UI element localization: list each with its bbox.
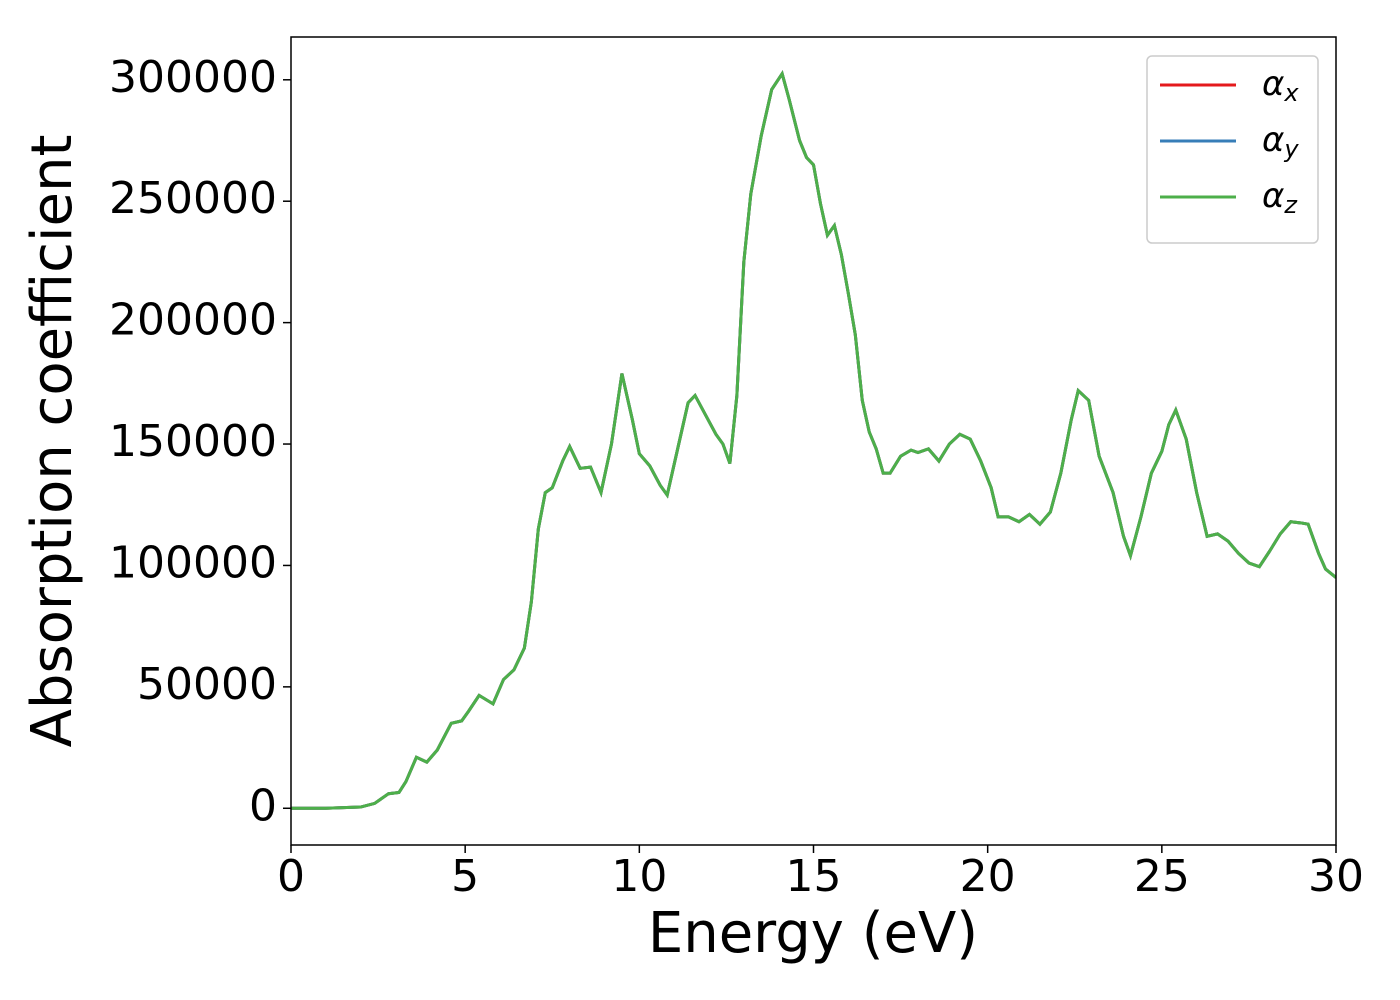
y-tick-label: 0 [249,780,277,831]
x-tick-label: 30 [1308,851,1364,902]
x-axis-label: Energy (eV) [648,901,978,966]
y-tick-label: 250000 [109,173,277,224]
y-tick-label: 200000 [109,295,277,346]
legend-label: αy [1262,120,1299,164]
series-line [291,70,1336,810]
y-tick-label: 300000 [109,52,277,103]
y-tick-label: 50000 [137,659,277,710]
legend-label: αz [1262,176,1298,220]
x-tick-label: 25 [1134,851,1190,902]
x-tick-label: 5 [451,851,479,902]
y-axis-label: Absorption coefficient [20,135,85,748]
x-tick-label: 0 [277,851,305,902]
x-tick-label: 10 [611,851,667,902]
y-tick-label: 150000 [109,416,277,467]
legend-label: αx [1262,64,1299,108]
plot-frame [290,36,1337,846]
y-tick-label: 100000 [109,537,277,588]
x-tick-label: 20 [960,851,1016,902]
x-tick-label: 15 [786,851,842,902]
